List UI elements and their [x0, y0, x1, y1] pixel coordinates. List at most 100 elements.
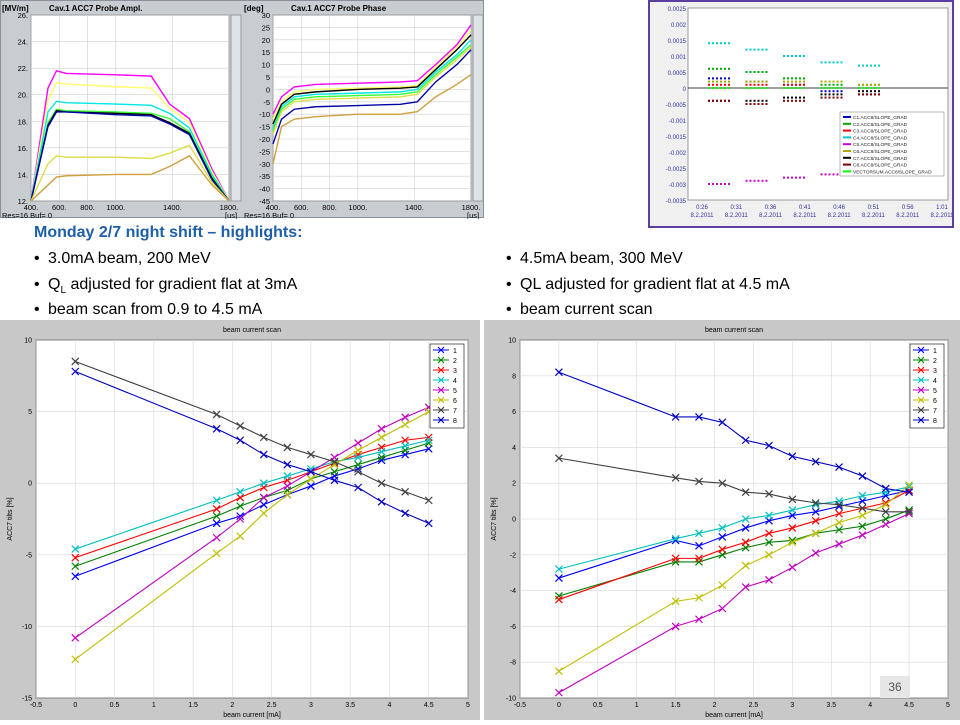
scope-x-tick: 1000. — [106, 203, 125, 212]
beam-x-tick: 3 — [309, 702, 313, 709]
slope-data-point — [803, 176, 805, 179]
slope-data-point — [724, 183, 726, 185]
beam-data-marker — [554, 565, 563, 574]
slope-data-point — [761, 99, 764, 102]
slope-data-point — [840, 87, 843, 89]
beam-legend-marker — [437, 376, 445, 384]
beam-data-marker — [212, 424, 221, 433]
beam-data-marker — [671, 554, 680, 563]
beam-x-tick: 0 — [73, 702, 77, 709]
slope-data-point — [878, 93, 880, 96]
slope-data-point — [783, 77, 785, 80]
beam-data-marker — [71, 367, 80, 376]
slope-data-point — [870, 90, 872, 93]
slope-data-point — [724, 67, 726, 70]
slope-data-point — [862, 83, 864, 86]
beam-data-marker — [306, 474, 315, 483]
slope-data-point — [765, 87, 768, 89]
beam-data-marker — [718, 524, 727, 532]
slope-data-point — [765, 48, 768, 51]
slope-data-point — [795, 80, 797, 83]
slope-data-point — [745, 71, 748, 73]
beam-legend-marker — [917, 416, 925, 424]
scope-x-tick: 800. — [322, 203, 337, 212]
slope-data-point — [824, 173, 827, 176]
beam-x-tick: 1 — [152, 702, 156, 709]
slope-data-point — [787, 96, 789, 99]
slope-x-tick-date: 8.2.2011 — [793, 213, 817, 219]
beam-x-tick: 1.5 — [671, 702, 681, 709]
slope-data-point — [791, 55, 793, 57]
beam-y-tick: -6 — [510, 624, 516, 631]
slope-data-point — [787, 99, 789, 102]
scope-scrollbar — [472, 14, 484, 202]
slope-data-point — [791, 77, 793, 80]
beam-x-tick: 2 — [230, 702, 234, 709]
slope-data-point — [716, 80, 718, 83]
beam-legend-marker — [437, 406, 445, 414]
beam-data-marker — [424, 433, 433, 442]
beam-y-tick: -10 — [22, 624, 32, 631]
beam-scan-chart-left: beam current scan 10 5 0 -5 -10 -15-0.5 0 0.5 1 1.… — [7, 327, 470, 719]
scope-x-tick: 1400. — [163, 203, 182, 212]
beam-data-marker — [401, 442, 410, 450]
scope-title: Cav.1 ACC7 Probe Phase — [291, 4, 387, 13]
scope-y-tick: 10 — [262, 61, 270, 70]
scope-trace — [30, 154, 230, 202]
slope-data-point — [787, 55, 789, 57]
slope-data-point — [836, 173, 839, 176]
beam-data-marker — [811, 507, 820, 516]
slope-x-tick-date: 8.2.2011 — [725, 213, 749, 219]
slope-data-point — [724, 42, 726, 45]
beam-legend-label: 4 — [453, 378, 457, 385]
beam-data-marker — [377, 497, 386, 506]
slope-legend-label: C3.ACC8/SLOPE_GRAD — [853, 129, 908, 135]
slope-data-point — [783, 87, 785, 89]
slope-legend-swatch — [843, 150, 851, 152]
beam-legend-label: 8 — [933, 418, 937, 425]
scope-x-unit: [us] — [467, 211, 479, 219]
beam-data-marker — [741, 524, 750, 532]
slope-data-point — [866, 64, 868, 67]
slope-data-point — [783, 80, 785, 83]
beam-legend-label: 2 — [453, 358, 457, 365]
slope-legend-swatch — [843, 170, 851, 173]
beam-legend-label: 3 — [453, 368, 457, 375]
beam-data-marker — [718, 479, 727, 488]
beam-data-marker — [401, 509, 410, 518]
beam-legend — [909, 343, 945, 429]
slope-data-point — [708, 80, 710, 83]
beam-y-tick: 10 — [24, 338, 32, 345]
beam-y-tick: -10 — [506, 696, 516, 703]
slope-data-point — [753, 179, 756, 182]
slope-data-point — [878, 87, 880, 89]
slope-y-tick: 0.0015 — [668, 39, 687, 45]
beam-x-tick: -0.5 — [30, 702, 42, 709]
scope-y-tick: 16. — [18, 144, 28, 153]
slope-data-point — [765, 103, 768, 105]
beam-data-marker — [905, 488, 914, 497]
slope-data-point — [795, 176, 797, 179]
slope-x-tick-date: 8.2.2011 — [931, 213, 952, 219]
slope-data-point — [716, 183, 718, 185]
slope-data-point — [791, 176, 793, 179]
beam-data-marker — [212, 496, 221, 505]
beam-y-tick: -15 — [22, 696, 32, 703]
bottom-right-figure: beam current scan 10 8 6 4 2 0 -2 -4 -6 -8 -10 -0.5 0… — [484, 320, 960, 720]
slope-x-tick: 0:36 — [765, 205, 777, 211]
scope-x-tick: 1800. — [220, 203, 239, 212]
slope-data-point — [765, 99, 768, 102]
beam-data-marker — [71, 553, 80, 562]
beam-data-marker — [554, 595, 563, 604]
beam-data-marker — [236, 502, 245, 511]
beam-series-line — [558, 489, 910, 601]
slope-data-point — [716, 87, 718, 89]
beam-data-marker — [741, 488, 750, 497]
beam-data-marker — [401, 487, 410, 496]
beam-data-marker — [377, 433, 386, 442]
beam-data-marker — [835, 525, 843, 534]
beam-data-marker — [354, 453, 362, 462]
slope-data-point — [749, 99, 752, 102]
slope-data-point — [799, 87, 801, 89]
beam-legend-marker — [437, 386, 445, 394]
